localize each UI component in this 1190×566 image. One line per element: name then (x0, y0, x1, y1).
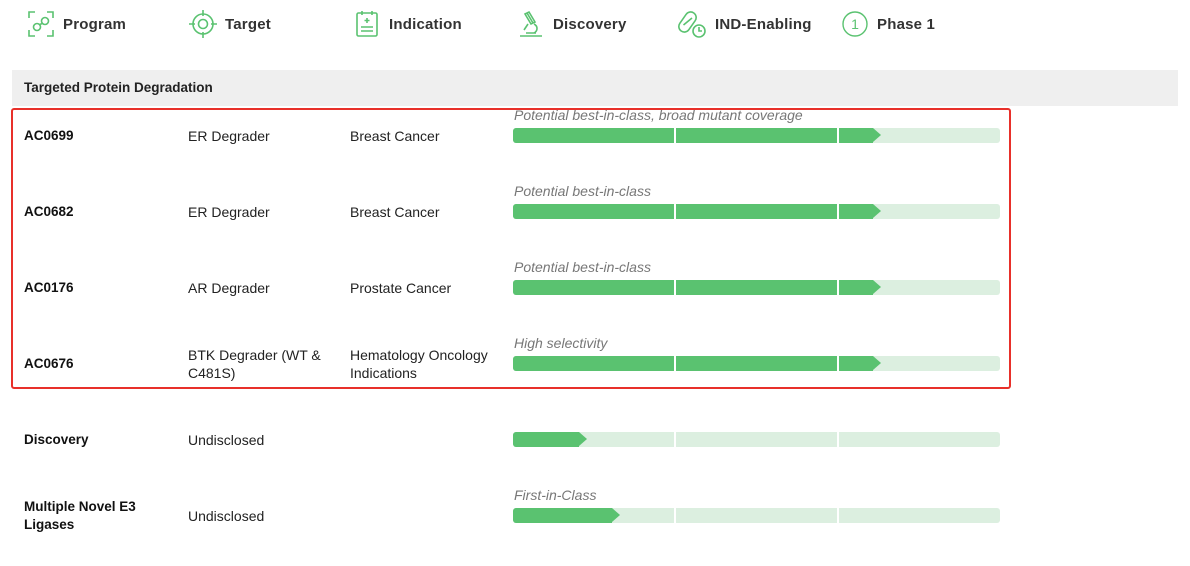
table-row: AC0676 BTK Degrader (WT & C481S) Hematol… (0, 335, 1190, 414)
program-note: Potential best-in-class (514, 259, 651, 275)
header-phase-1: 1 Phase 1 (840, 8, 935, 40)
progress-tip (873, 356, 881, 370)
header-label: Target (225, 15, 271, 33)
header-label: Phase 1 (877, 15, 936, 33)
target-name: Undisclosed (188, 508, 265, 524)
program-name: AC0676 (24, 356, 74, 371)
progress-fill (513, 432, 579, 447)
stage-divider (837, 128, 839, 143)
program-note: Potential best-in-class (514, 183, 651, 199)
target-name: AR Degrader (188, 280, 270, 296)
table-row: Discovery Undisclosed (0, 414, 1190, 490)
program-name: Multiple Novel E3 Ligases (24, 499, 136, 532)
progress-fill (513, 204, 873, 219)
highlight-box (11, 108, 1011, 389)
target-name: ER Degrader (188, 128, 270, 144)
stage-divider (674, 204, 676, 219)
program-name: Discovery (24, 432, 89, 447)
stage-divider (674, 128, 676, 143)
progress-tip (873, 280, 881, 294)
header-label: Program (63, 15, 127, 33)
table-row: AC0699 ER Degrader Breast Cancer Potenti… (0, 107, 1190, 186)
section-title: Targeted Protein Degradation (24, 80, 213, 95)
indication-name: Prostate Cancer (350, 280, 452, 296)
stage-divider (837, 356, 839, 371)
microscope-icon (520, 10, 542, 37)
header-discovery: Discovery (516, 8, 627, 40)
target-icon (189, 10, 217, 38)
target-name: BTK Degrader (WT & C481S) (188, 347, 321, 381)
progress-track (513, 432, 1000, 447)
program-name: AC0682 (24, 204, 74, 219)
progress-fill (513, 280, 873, 295)
program-name: AC0176 (24, 280, 74, 295)
program-note: High selectivity (514, 335, 608, 351)
progress-fill (513, 356, 873, 371)
progress-track (513, 280, 1000, 295)
table-row: Multiple Novel E3 Ligases Undisclosed Fi… (0, 487, 1190, 566)
target-name: ER Degrader (188, 204, 270, 220)
progress-tip (579, 432, 587, 446)
indication-name: Hematology Oncology Indications (350, 347, 488, 381)
progress-fill (513, 508, 612, 523)
progress-track (513, 356, 1000, 371)
header-label: IND-Enabling (715, 15, 812, 33)
stage-divider (674, 508, 676, 523)
progress-track (513, 128, 1000, 143)
section-band: Targeted Protein Degradation (12, 70, 1178, 106)
pipeline-header: Program Target Indication Discovery IND-… (0, 0, 1190, 48)
indication-name: Breast Cancer (350, 128, 440, 144)
header-ind-enabling: IND-Enabling (678, 8, 812, 40)
stage-divider (674, 432, 676, 447)
table-row: AC0176 AR Degrader Prostate Cancer Poten… (0, 259, 1190, 338)
stage-divider (837, 508, 839, 523)
indication-icon (356, 11, 378, 37)
target-name: Undisclosed (188, 432, 265, 448)
header-indication: Indication (352, 8, 462, 40)
stage-divider (674, 280, 676, 295)
program-note: Potential best-in-class, broad mutant co… (514, 107, 803, 123)
pills-icon (678, 11, 706, 38)
svg-text:1: 1 (851, 16, 859, 32)
stage-divider (837, 432, 839, 447)
stage-divider (837, 280, 839, 295)
program-note: First-in-Class (514, 487, 597, 503)
header-program: Program (26, 8, 126, 40)
header-label: Indication (389, 15, 462, 33)
program-name: AC0699 (24, 128, 74, 143)
header-target: Target (188, 8, 271, 40)
stage-divider (837, 204, 839, 219)
indication-name: Breast Cancer (350, 204, 440, 220)
number-one-icon: 1 (842, 11, 868, 37)
table-row: AC0682 ER Degrader Breast Cancer Potenti… (0, 183, 1190, 262)
progress-track (513, 508, 1000, 523)
header-label: Discovery (553, 15, 627, 33)
progress-fill (513, 128, 873, 143)
stage-divider (674, 356, 676, 371)
progress-tip (612, 508, 620, 522)
progress-track (513, 204, 1000, 219)
program-icon (28, 11, 54, 37)
progress-tip (873, 128, 881, 142)
progress-tip (873, 204, 881, 218)
